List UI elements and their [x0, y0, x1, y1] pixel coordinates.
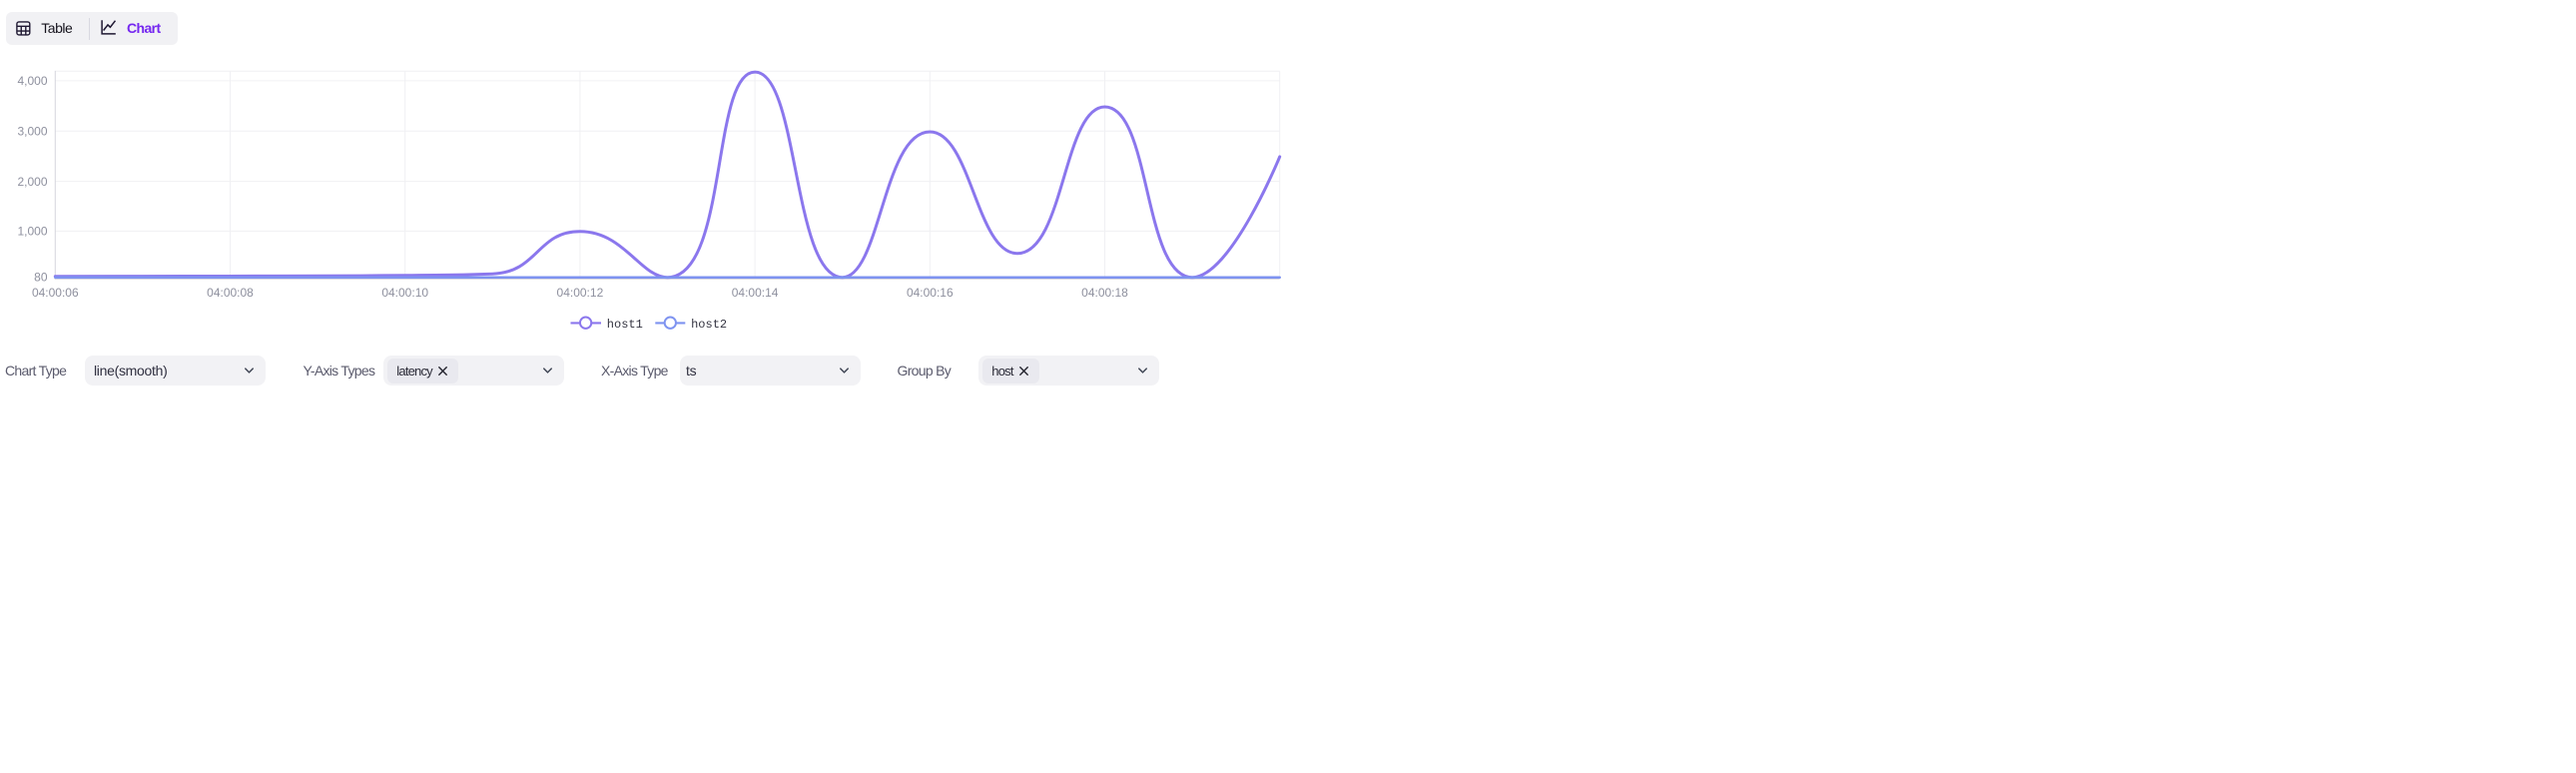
svg-text:04:00:14: 04:00:14 — [732, 286, 779, 300]
svg-text:04:00:16: 04:00:16 — [907, 286, 954, 300]
svg-text:04:00:12: 04:00:12 — [557, 286, 604, 300]
svg-text:2,000: 2,000 — [17, 175, 47, 189]
svg-text:04:00:06: 04:00:06 — [32, 286, 79, 300]
svg-text:host1: host1 — [607, 318, 643, 332]
svg-text:04:00:18: 04:00:18 — [1081, 286, 1128, 300]
svg-text:80: 80 — [34, 270, 48, 284]
svg-text:3,000: 3,000 — [17, 125, 47, 139]
svg-text:host2: host2 — [691, 318, 727, 332]
svg-text:4,000: 4,000 — [17, 74, 47, 88]
svg-text:04:00:08: 04:00:08 — [207, 286, 254, 300]
svg-text:04:00:10: 04:00:10 — [381, 286, 428, 300]
svg-text:1,000: 1,000 — [17, 225, 47, 239]
